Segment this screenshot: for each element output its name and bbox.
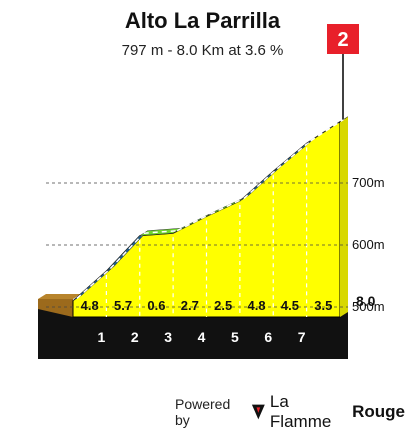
- road-centerline: [243, 168, 278, 200]
- brand-link[interactable]: La Flamme Rouge: [251, 392, 405, 432]
- segment-gradient-label: 4.5: [281, 298, 299, 313]
- flame-logo-icon: [252, 404, 266, 420]
- elevation-tick-label: 700m: [352, 175, 385, 190]
- road-centerline: [109, 232, 145, 270]
- km-marker-label: 2: [131, 329, 139, 345]
- road-centerline: [310, 118, 345, 142]
- km-marker-label: 7: [298, 329, 306, 345]
- segment-gradient-label: 3.5: [314, 298, 332, 313]
- footer: Powered by La Flamme Rouge: [175, 392, 405, 432]
- segment-gradient-label: 4.8: [248, 298, 266, 313]
- brand-name-bold: Rouge: [352, 402, 405, 421]
- elevation-gridlines: [46, 182, 348, 308]
- climb-title: Alto La Parrilla: [124, 8, 281, 33]
- distance-base-bottom: [38, 329, 348, 359]
- climb-side: [340, 116, 348, 318]
- segment-gradient-label: 0.6: [147, 298, 165, 313]
- climb-subtitle: 797 m - 8.0 Km at 3.6 %: [121, 42, 284, 59]
- climb-profile-chart: 2 4.8 5.7 0.6 2.7 2.5 4.8 4.5 3.5 1 2 3 4 5 6 7 8.0500m…: [38, 24, 385, 359]
- km-marker-label: 6: [264, 329, 272, 345]
- segment-gradient-label: 2.7: [181, 298, 199, 313]
- segment-gradient-label: 4.8: [81, 298, 99, 313]
- km-marker-label: 4: [198, 329, 206, 345]
- km-marker-label: 1: [97, 329, 105, 345]
- category-flag: 2: [327, 24, 359, 120]
- powered-by-label: Powered by: [175, 396, 231, 428]
- road-centerline: [143, 229, 178, 234]
- road-centerline: [176, 213, 211, 232]
- elevation-tick-label: 600m: [352, 237, 385, 252]
- road-centerline: [210, 197, 245, 215]
- category-flag-box: [327, 24, 359, 54]
- elevation-tick-label: 500m: [352, 299, 385, 314]
- road-surface: [72, 116, 349, 302]
- brand-name-light: La Flamme: [269, 392, 332, 431]
- road-centerline: [276, 140, 312, 170]
- total-distance-label: 8.0: [356, 293, 376, 309]
- km-marker-label: 3: [164, 329, 172, 345]
- km-marker-label: 5: [231, 329, 239, 345]
- distance-base-band: [38, 302, 348, 337]
- climb-area: [72, 116, 348, 318]
- road-centerline: [76, 267, 111, 299]
- distance-base: [38, 302, 348, 359]
- segment-gradient-label: 5.7: [114, 298, 132, 313]
- category-badge-label: 2: [337, 29, 348, 51]
- earth-top: [38, 294, 81, 299]
- segment-gradient-label: 2.5: [214, 298, 232, 313]
